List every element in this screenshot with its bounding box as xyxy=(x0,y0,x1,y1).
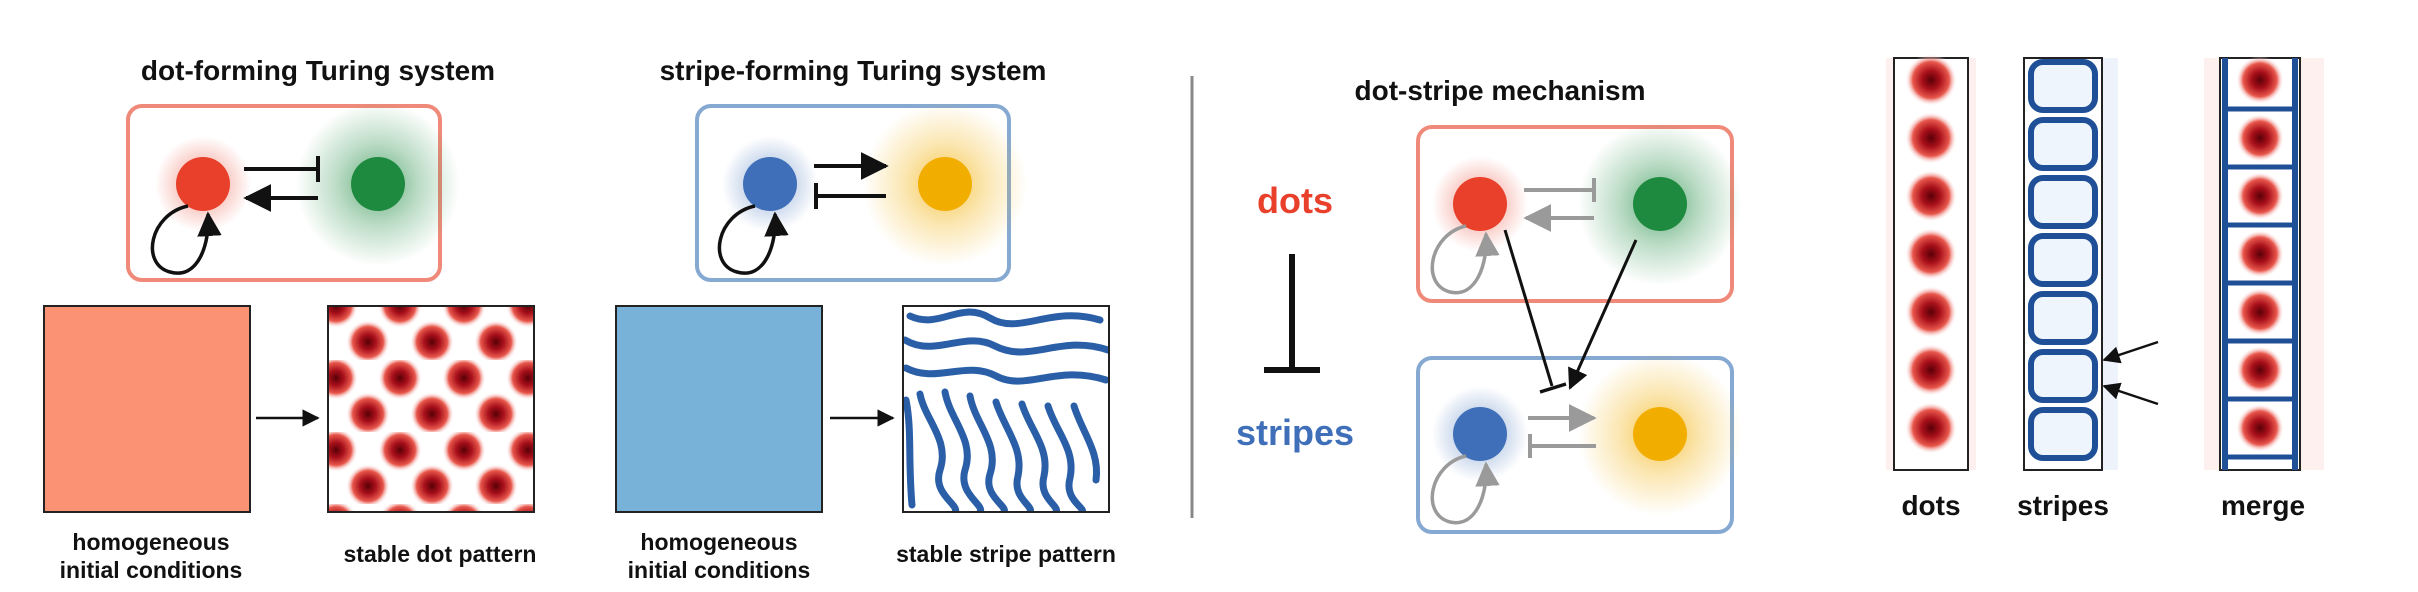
dot-strip-spot xyxy=(1905,286,1957,338)
dot-inhibitor-node xyxy=(351,157,405,211)
merge-strip-spot xyxy=(2236,288,2284,336)
merge-strip-spot xyxy=(2236,230,2284,278)
dot-strip-spot xyxy=(1905,54,1957,106)
stripe-initial-caption-1: homogeneous xyxy=(640,529,797,555)
mech-stripe-self-loop xyxy=(1430,454,1500,525)
dot-self-activation-loop xyxy=(150,204,222,275)
stripe-activator-node xyxy=(743,157,797,211)
dot-result-caption: stable dot pattern xyxy=(344,541,537,567)
dots-strip xyxy=(1886,54,1976,471)
stripe-inhibitor-node xyxy=(918,157,972,211)
stripe-self-activation-loop xyxy=(717,204,789,275)
stripe-initial-square xyxy=(615,305,823,513)
mech-dot-inhibitor-node xyxy=(1633,177,1687,231)
merge-strip-spot xyxy=(2236,404,2284,452)
merge-strip-spot xyxy=(2236,56,2284,104)
stripe-result-caption: stable stripe pattern xyxy=(896,541,1116,567)
dot-strip-spot xyxy=(1905,170,1957,222)
dot-initial-square xyxy=(43,305,251,513)
strip-merge-label: merge xyxy=(2221,490,2305,521)
dot-initial-caption-2: initial conditions xyxy=(60,557,243,583)
stripes-strip xyxy=(2023,57,2118,471)
merge-strip-spot xyxy=(2236,114,2284,162)
stripe-pattern-border xyxy=(902,305,1110,513)
dot-pattern-square xyxy=(328,306,534,512)
stripe-initial-caption-2: initial conditions xyxy=(628,557,811,583)
dot-strip-spot xyxy=(1905,402,1957,454)
stripe-strip-cell xyxy=(2028,233,2098,287)
mechanism-title: dot-stripe mechanism xyxy=(1355,75,1646,106)
stripe-strip-cell xyxy=(2028,175,2098,229)
cross-inhibit-bar-1 xyxy=(1539,382,1567,394)
stripe-pattern-square xyxy=(903,306,1109,512)
mech-dot-self-loop xyxy=(1430,224,1500,295)
strip-dots-label: dots xyxy=(1901,490,1960,521)
merge-strip-spot xyxy=(2236,346,2284,394)
merge-strip xyxy=(2204,56,2324,471)
dot-strip-spot xyxy=(1905,228,1957,280)
stripe-strip-cell xyxy=(2028,59,2098,113)
mechanism-dots-label: dots xyxy=(1257,180,1333,221)
stripe-strip-cell xyxy=(2028,349,2098,403)
mechanism-stripes-label: stripes xyxy=(1236,412,1354,453)
stripe-strip-cell xyxy=(2028,291,2098,345)
stripe-strip-cell xyxy=(2028,407,2098,461)
stripe-system-title: stripe-forming Turing system xyxy=(660,55,1047,86)
stripe-strip-cell xyxy=(2028,117,2098,171)
merge-strip-spot xyxy=(2236,172,2284,220)
stripe-pointer-arrow-1 xyxy=(2102,340,2159,364)
strip-stripes-label: stripes xyxy=(2017,490,2109,521)
dot-strip-spot xyxy=(1905,344,1957,396)
dot-pattern-border xyxy=(327,305,535,513)
cross-inhibit-line-1 xyxy=(1503,229,1554,387)
dot-system-title: dot-forming Turing system xyxy=(141,55,495,86)
cross-inhibit-line-2 xyxy=(1568,239,1638,390)
dot-strip-spot xyxy=(1905,112,1957,164)
dot-initial-caption-1: homogeneous xyxy=(72,529,229,555)
dot-activator-node xyxy=(176,157,230,211)
mech-stripe-activator-node xyxy=(1453,407,1507,461)
mech-dot-activator-node xyxy=(1453,177,1507,231)
stripe-pointer-arrow-2 xyxy=(2102,382,2159,406)
mech-stripe-inhibitor-node xyxy=(1633,407,1687,461)
